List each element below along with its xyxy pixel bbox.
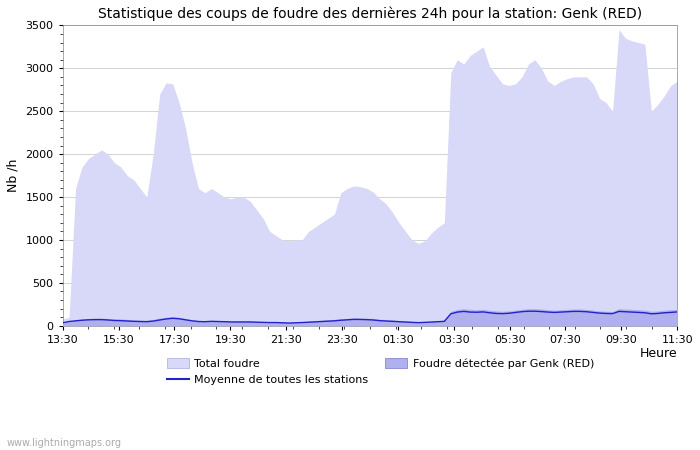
Legend: Total foudre, Moyenne de toutes les stations, Foudre détectée par Genk (RED): Total foudre, Moyenne de toutes les stat… <box>167 358 594 385</box>
Y-axis label: Nb /h: Nb /h <box>7 159 20 192</box>
Title: Statistique des coups de foudre des dernières 24h pour la station: Genk (RED): Statistique des coups de foudre des dern… <box>98 7 642 22</box>
Text: Heure: Heure <box>640 347 677 360</box>
Text: www.lightningmaps.org: www.lightningmaps.org <box>7 438 122 448</box>
